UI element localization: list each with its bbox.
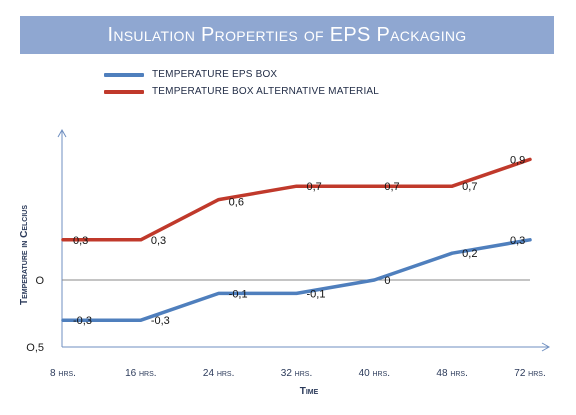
data-label: 0,3 [73, 235, 88, 247]
data-label: -0,1 [307, 288, 326, 300]
y-tick-label: O,5 [26, 342, 44, 354]
chart-title: Insulation Properties of EPS Packaging [107, 23, 467, 46]
legend-label-eps: TEMPERATURE EPS BOX [152, 69, 278, 80]
data-label: 0,9 [510, 154, 525, 166]
x-tick-label: 16 hrs. [125, 368, 156, 379]
data-label: 0,3 [151, 235, 166, 247]
data-label: 0,6 [229, 197, 244, 209]
legend-item-eps: TEMPERATURE EPS BOX [104, 66, 379, 83]
data-label: -0,3 [151, 315, 170, 327]
x-tick-label: 72 hrs. [514, 368, 545, 379]
x-axis-title: Time [300, 386, 319, 397]
y-axis-arrow [57, 128, 67, 138]
legend-item-alt: TEMPERATURE BOX ALTERNATIVE MATERIAL [104, 83, 379, 100]
y-tick-label: O [35, 275, 44, 287]
x-axis-arrow [541, 342, 551, 352]
x-tick-label: 40 hrs. [359, 368, 390, 379]
legend-label-alt: TEMPERATURE BOX ALTERNATIVE MATERIAL [152, 86, 380, 97]
data-label: 0,7 [307, 181, 322, 193]
y-axis-title: Temperature in Celcius [19, 205, 30, 305]
chart-title-bar: Insulation Properties of EPS Packaging [20, 16, 554, 54]
legend-swatch-alt [104, 89, 144, 94]
x-tick-label: 24 hrs. [203, 368, 234, 379]
series-line-alt [61, 157, 532, 242]
x-tick-label: 32 hrs. [281, 368, 312, 379]
legend-swatch-eps [104, 72, 144, 77]
x-tick-label: 48 hrs. [436, 368, 467, 379]
series-line-eps [61, 238, 532, 322]
data-label: -0,1 [229, 288, 248, 300]
x-tick-label: 8 hrs. [50, 368, 76, 379]
data-label: 0,2 [462, 248, 477, 260]
data-label: 0 [384, 275, 390, 287]
data-label: -0,3 [73, 315, 92, 327]
data-label: 0,7 [384, 181, 399, 193]
data-label: 0,3 [510, 235, 525, 247]
data-label: 0,7 [462, 181, 477, 193]
legend: TEMPERATURE EPS BOX TEMPERATURE BOX ALTE… [104, 66, 379, 100]
